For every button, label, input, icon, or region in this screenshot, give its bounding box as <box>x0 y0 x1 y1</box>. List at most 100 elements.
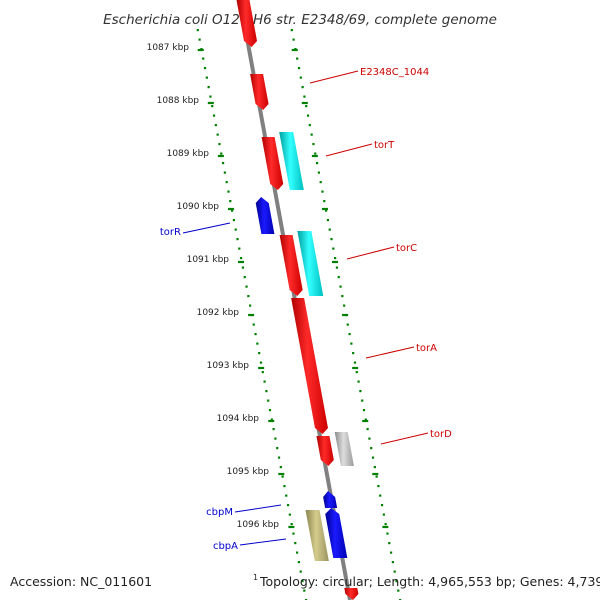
gene-arrow <box>344 588 359 600</box>
ruler-dot <box>270 418 273 421</box>
ruler-dot <box>393 570 396 573</box>
ruler-dot <box>359 390 362 393</box>
ruler-dot <box>305 105 308 108</box>
ruler-dot <box>198 38 201 41</box>
ruler-dot <box>301 86 304 89</box>
ruler-dot <box>297 67 301 70</box>
gene-leader-line <box>346 246 395 260</box>
ruler-dot <box>240 257 243 260</box>
ruler-dot <box>223 171 226 174</box>
ruler-dot <box>295 551 299 554</box>
gene-arrow <box>305 510 329 561</box>
ruler-dot <box>286 504 290 507</box>
ruler-dot <box>236 238 239 241</box>
ruler-dot <box>243 276 246 279</box>
ruler-dot <box>230 209 234 212</box>
ruler-dot <box>225 181 228 184</box>
ruler-dot <box>277 456 281 459</box>
ruler-dot <box>254 333 257 336</box>
ruler-dot <box>321 190 324 193</box>
ruler-dot <box>267 399 270 402</box>
ruler-dot <box>274 437 277 440</box>
gene-arrow <box>297 231 324 296</box>
ruler-dot <box>288 513 291 516</box>
ruler-dot <box>364 418 367 421</box>
kbp-label: 1092 kbp <box>197 308 240 318</box>
kbp-label: 1096 kbp <box>237 520 280 530</box>
ruler-dot <box>299 76 302 79</box>
gene-arrow <box>279 132 304 190</box>
gene-arrow <box>325 508 348 558</box>
map-title: Escherichia coli O127:H6 str. E2348/69, … <box>103 12 497 28</box>
ruler-dot <box>272 428 275 431</box>
ruler-dot <box>355 371 358 374</box>
kbp-label: 1094 kbp <box>217 414 260 424</box>
ruler-dot <box>202 57 205 60</box>
gene-leader-line <box>365 346 415 359</box>
ruler-dot <box>263 380 266 383</box>
gene-arrow <box>279 235 303 296</box>
ruler-dot <box>241 266 245 269</box>
gene-leader-line <box>234 504 282 513</box>
ruler-dot <box>227 190 230 193</box>
ruler-dot <box>211 105 214 108</box>
ruler-dot <box>216 133 219 136</box>
ruler-dot <box>303 95 306 98</box>
kbp-label: 1091 kbp <box>187 255 230 265</box>
ruler-dot <box>292 532 295 535</box>
kbp-label: 1090 kbp <box>177 202 220 212</box>
ruler-dot <box>379 494 382 497</box>
gene-leader-line <box>309 70 359 84</box>
gene-label-torr: torR <box>160 227 181 238</box>
ruler-dot <box>205 76 208 79</box>
kbp-label: 1095 kbp <box>227 467 270 477</box>
ruler-dot <box>361 399 364 402</box>
ruler-dot <box>294 542 297 545</box>
ruler-dot <box>397 589 400 592</box>
ruler-dot <box>362 409 366 412</box>
ruler-dot <box>330 238 333 241</box>
ruler-dot <box>268 409 272 412</box>
kbp-label: 1093 kbp <box>207 361 250 371</box>
ruler-dot <box>332 247 335 250</box>
ruler-dot <box>247 295 250 298</box>
ruler-dot <box>377 485 380 488</box>
ruler-dot <box>299 570 302 573</box>
gene-label-tord: torD <box>430 429 452 440</box>
gene-arrow <box>250 74 269 110</box>
ruler-dot <box>203 67 207 70</box>
ruler-dot <box>276 447 279 450</box>
ruler-dot <box>346 323 349 326</box>
ruler-dot <box>386 532 389 535</box>
ruler-dot <box>308 124 311 127</box>
ruler-dot <box>395 580 398 583</box>
gene-label-tort: torT <box>374 140 395 151</box>
ruler-dot <box>306 114 310 117</box>
ruler-dot <box>258 352 261 355</box>
ruler-dot <box>366 428 369 431</box>
ruler-dot <box>375 475 378 478</box>
ruler-dot <box>326 219 329 222</box>
ruler-dot <box>265 390 268 393</box>
gene-leader-line <box>239 538 287 546</box>
ruler-dot <box>335 266 339 269</box>
ruler-dot <box>384 523 387 526</box>
ruler-dot <box>220 152 223 155</box>
gene-arrow <box>255 197 275 234</box>
topology-text: Topology: circular; Length: 4,965,553 bp… <box>259 574 600 589</box>
topology-marker: 1 <box>253 573 258 582</box>
ruler-dot <box>328 228 331 231</box>
ruler-dot <box>353 361 357 364</box>
ruler-dot <box>229 200 232 203</box>
ruler-dot <box>314 152 317 155</box>
gene-leader-line <box>380 432 429 445</box>
ruler-dot <box>218 143 221 146</box>
ruler-dot <box>238 247 241 250</box>
ruler-dot <box>292 38 295 41</box>
ruler-dot <box>279 466 282 469</box>
kbp-scale: 1087 kbp 1088 kbp 1089 kbp 1090 kbp 1091 kbp… <box>147 43 280 530</box>
ruler-dot <box>303 589 306 592</box>
ruler-dot <box>281 475 284 478</box>
ruler-dot <box>234 228 237 231</box>
